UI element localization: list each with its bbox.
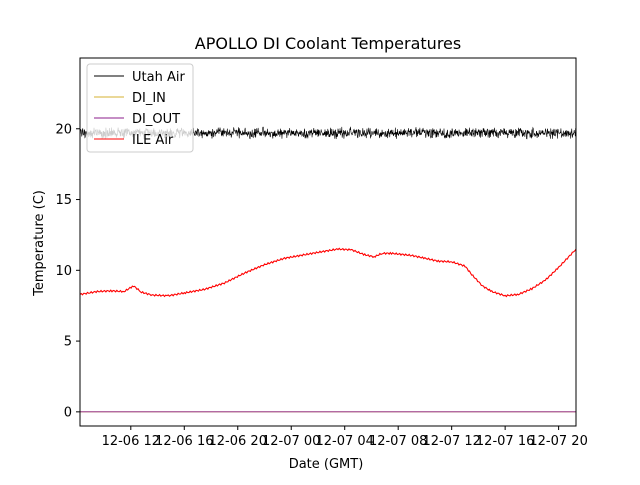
series-line-ile-air <box>80 247 576 298</box>
legend: Utah Air DI_IN DI_OUT ILE Air <box>86 63 194 153</box>
y-axis-label: Temperature (C) <box>32 190 47 297</box>
x-tick-label: 12-06 20 <box>209 434 267 449</box>
x-tick-label: 12-07 16 <box>476 434 534 449</box>
y-tick-label: 15 <box>55 193 72 208</box>
x-tick-label: 12-07 12 <box>422 434 480 449</box>
plot-frame <box>79 57 577 427</box>
x-tick-label: 12-07 20 <box>529 434 587 449</box>
y-tick-label: 0 <box>64 405 72 420</box>
chart-title: APOLLO DI Coolant Temperatures <box>195 34 461 53</box>
x-tick-label: 12-07 04 <box>315 434 373 449</box>
x-tick-label: 12-06 12 <box>102 434 160 449</box>
legend-label: ILE Air <box>132 133 174 148</box>
y-tick-label: 5 <box>64 335 72 350</box>
legend-label: DI_OUT <box>132 112 180 127</box>
x-axis-label: Date (GMT) <box>289 457 364 472</box>
x-tick-label: 12-07 08 <box>369 434 427 449</box>
x-tick-label: 12-06 16 <box>155 434 213 449</box>
y-tick-label: 10 <box>55 264 72 279</box>
x-tick-label: 12-07 00 <box>262 434 320 449</box>
legend-box <box>86 63 194 153</box>
legend-label: DI_IN <box>132 91 166 106</box>
legend-label: Utah Air <box>132 70 185 85</box>
y-tick-label: 20 <box>55 122 72 137</box>
